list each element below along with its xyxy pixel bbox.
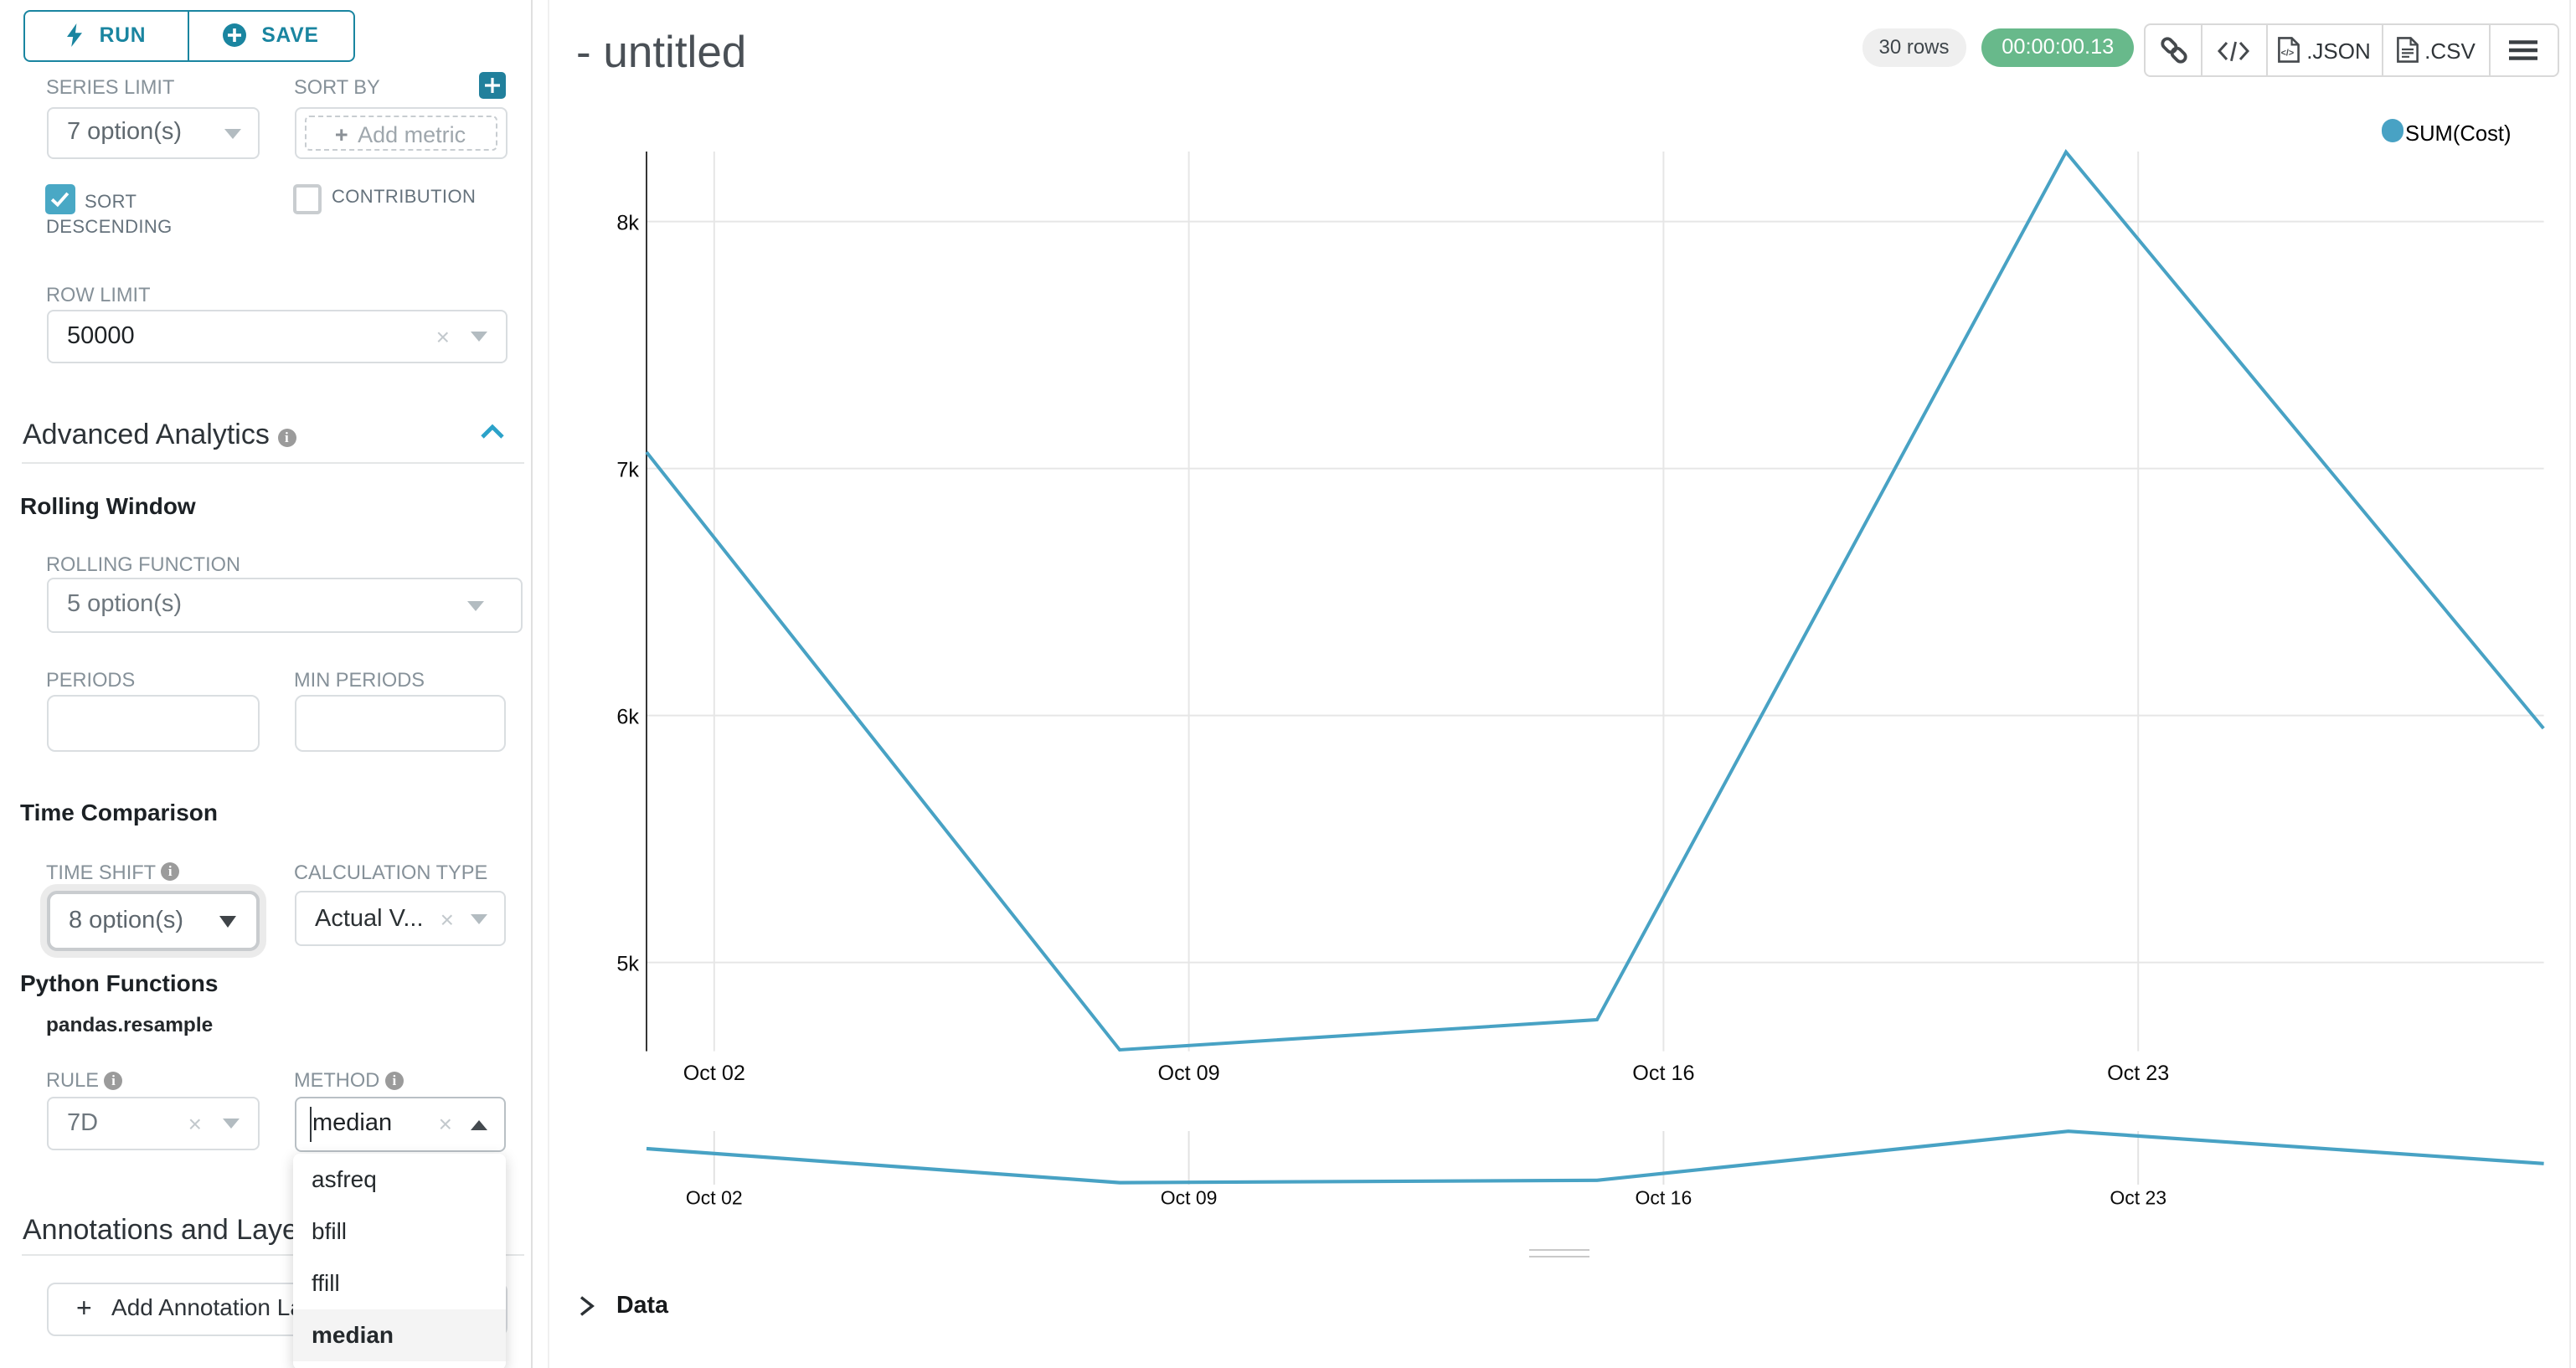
svg-text:</>: </> — [2281, 49, 2295, 59]
svg-text:Oct 16: Oct 16 — [1632, 1062, 1694, 1085]
svg-text:Oct 02: Oct 02 — [683, 1062, 745, 1085]
svg-text:Oct 23: Oct 23 — [2107, 1062, 2169, 1085]
svg-text:5k: 5k — [616, 953, 639, 976]
svg-text:Oct 09: Oct 09 — [1157, 1062, 1219, 1085]
svg-text:Oct 16: Oct 16 — [1636, 1187, 1692, 1209]
svg-text:Oct 02: Oct 02 — [686, 1187, 743, 1209]
svg-text:7k: 7k — [616, 459, 639, 482]
svg-text:Oct 23: Oct 23 — [2110, 1187, 2166, 1209]
svg-text:8k: 8k — [616, 212, 639, 235]
svg-text:6k: 6k — [616, 706, 639, 729]
svg-text:Oct 09: Oct 09 — [1161, 1187, 1218, 1209]
